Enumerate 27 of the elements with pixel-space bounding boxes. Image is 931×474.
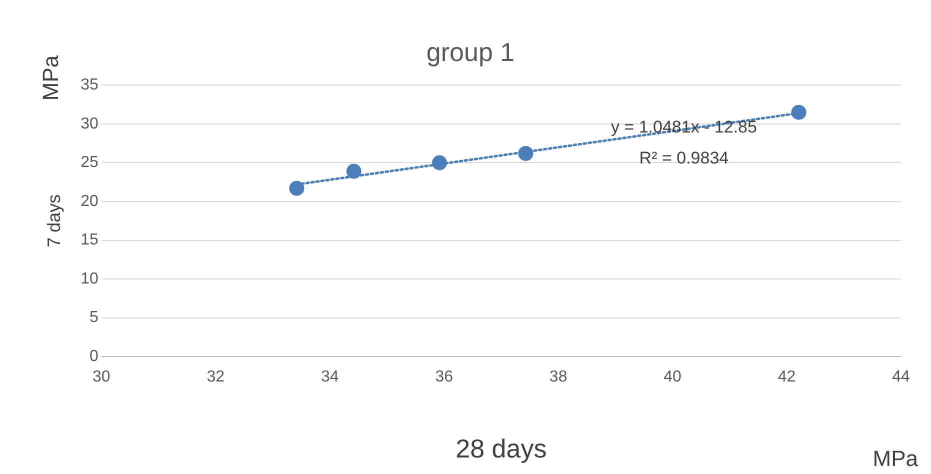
text: MPa xyxy=(38,54,64,101)
x-tick-label: 42 xyxy=(778,368,796,386)
y-tick-label: 5 xyxy=(89,309,98,326)
text: MPa xyxy=(872,446,919,472)
y-tick-label: 20 xyxy=(80,192,98,210)
x-tick-label: 32 xyxy=(206,368,225,386)
x-tick-label: 44 xyxy=(892,368,910,386)
x-tick-label: 34 xyxy=(320,368,339,386)
x-tick-label: 38 xyxy=(549,368,568,386)
annotation: R² = 0.9834 xyxy=(639,148,729,168)
y-tick-label: 25 xyxy=(80,154,98,172)
y-tick-label: 30 xyxy=(80,115,98,132)
point xyxy=(346,164,362,179)
y-tick-label: 15 xyxy=(80,232,98,249)
chart-title: group 1 xyxy=(426,36,515,67)
point xyxy=(518,146,534,161)
x-tick-label: 40 xyxy=(664,368,682,386)
x-tick-label: 36 xyxy=(435,368,454,386)
point xyxy=(791,104,806,120)
y-tick-label: 0 xyxy=(89,348,98,366)
x-axis-title: 28 days xyxy=(456,434,547,464)
y-tick-label: 10 xyxy=(80,270,98,288)
annotation: y = 1.0481x - 12.85 xyxy=(610,118,757,137)
point xyxy=(289,180,304,196)
point xyxy=(432,155,448,170)
y-axis-title: 7 days xyxy=(44,194,64,248)
y-tick-label: 35 xyxy=(80,76,98,94)
